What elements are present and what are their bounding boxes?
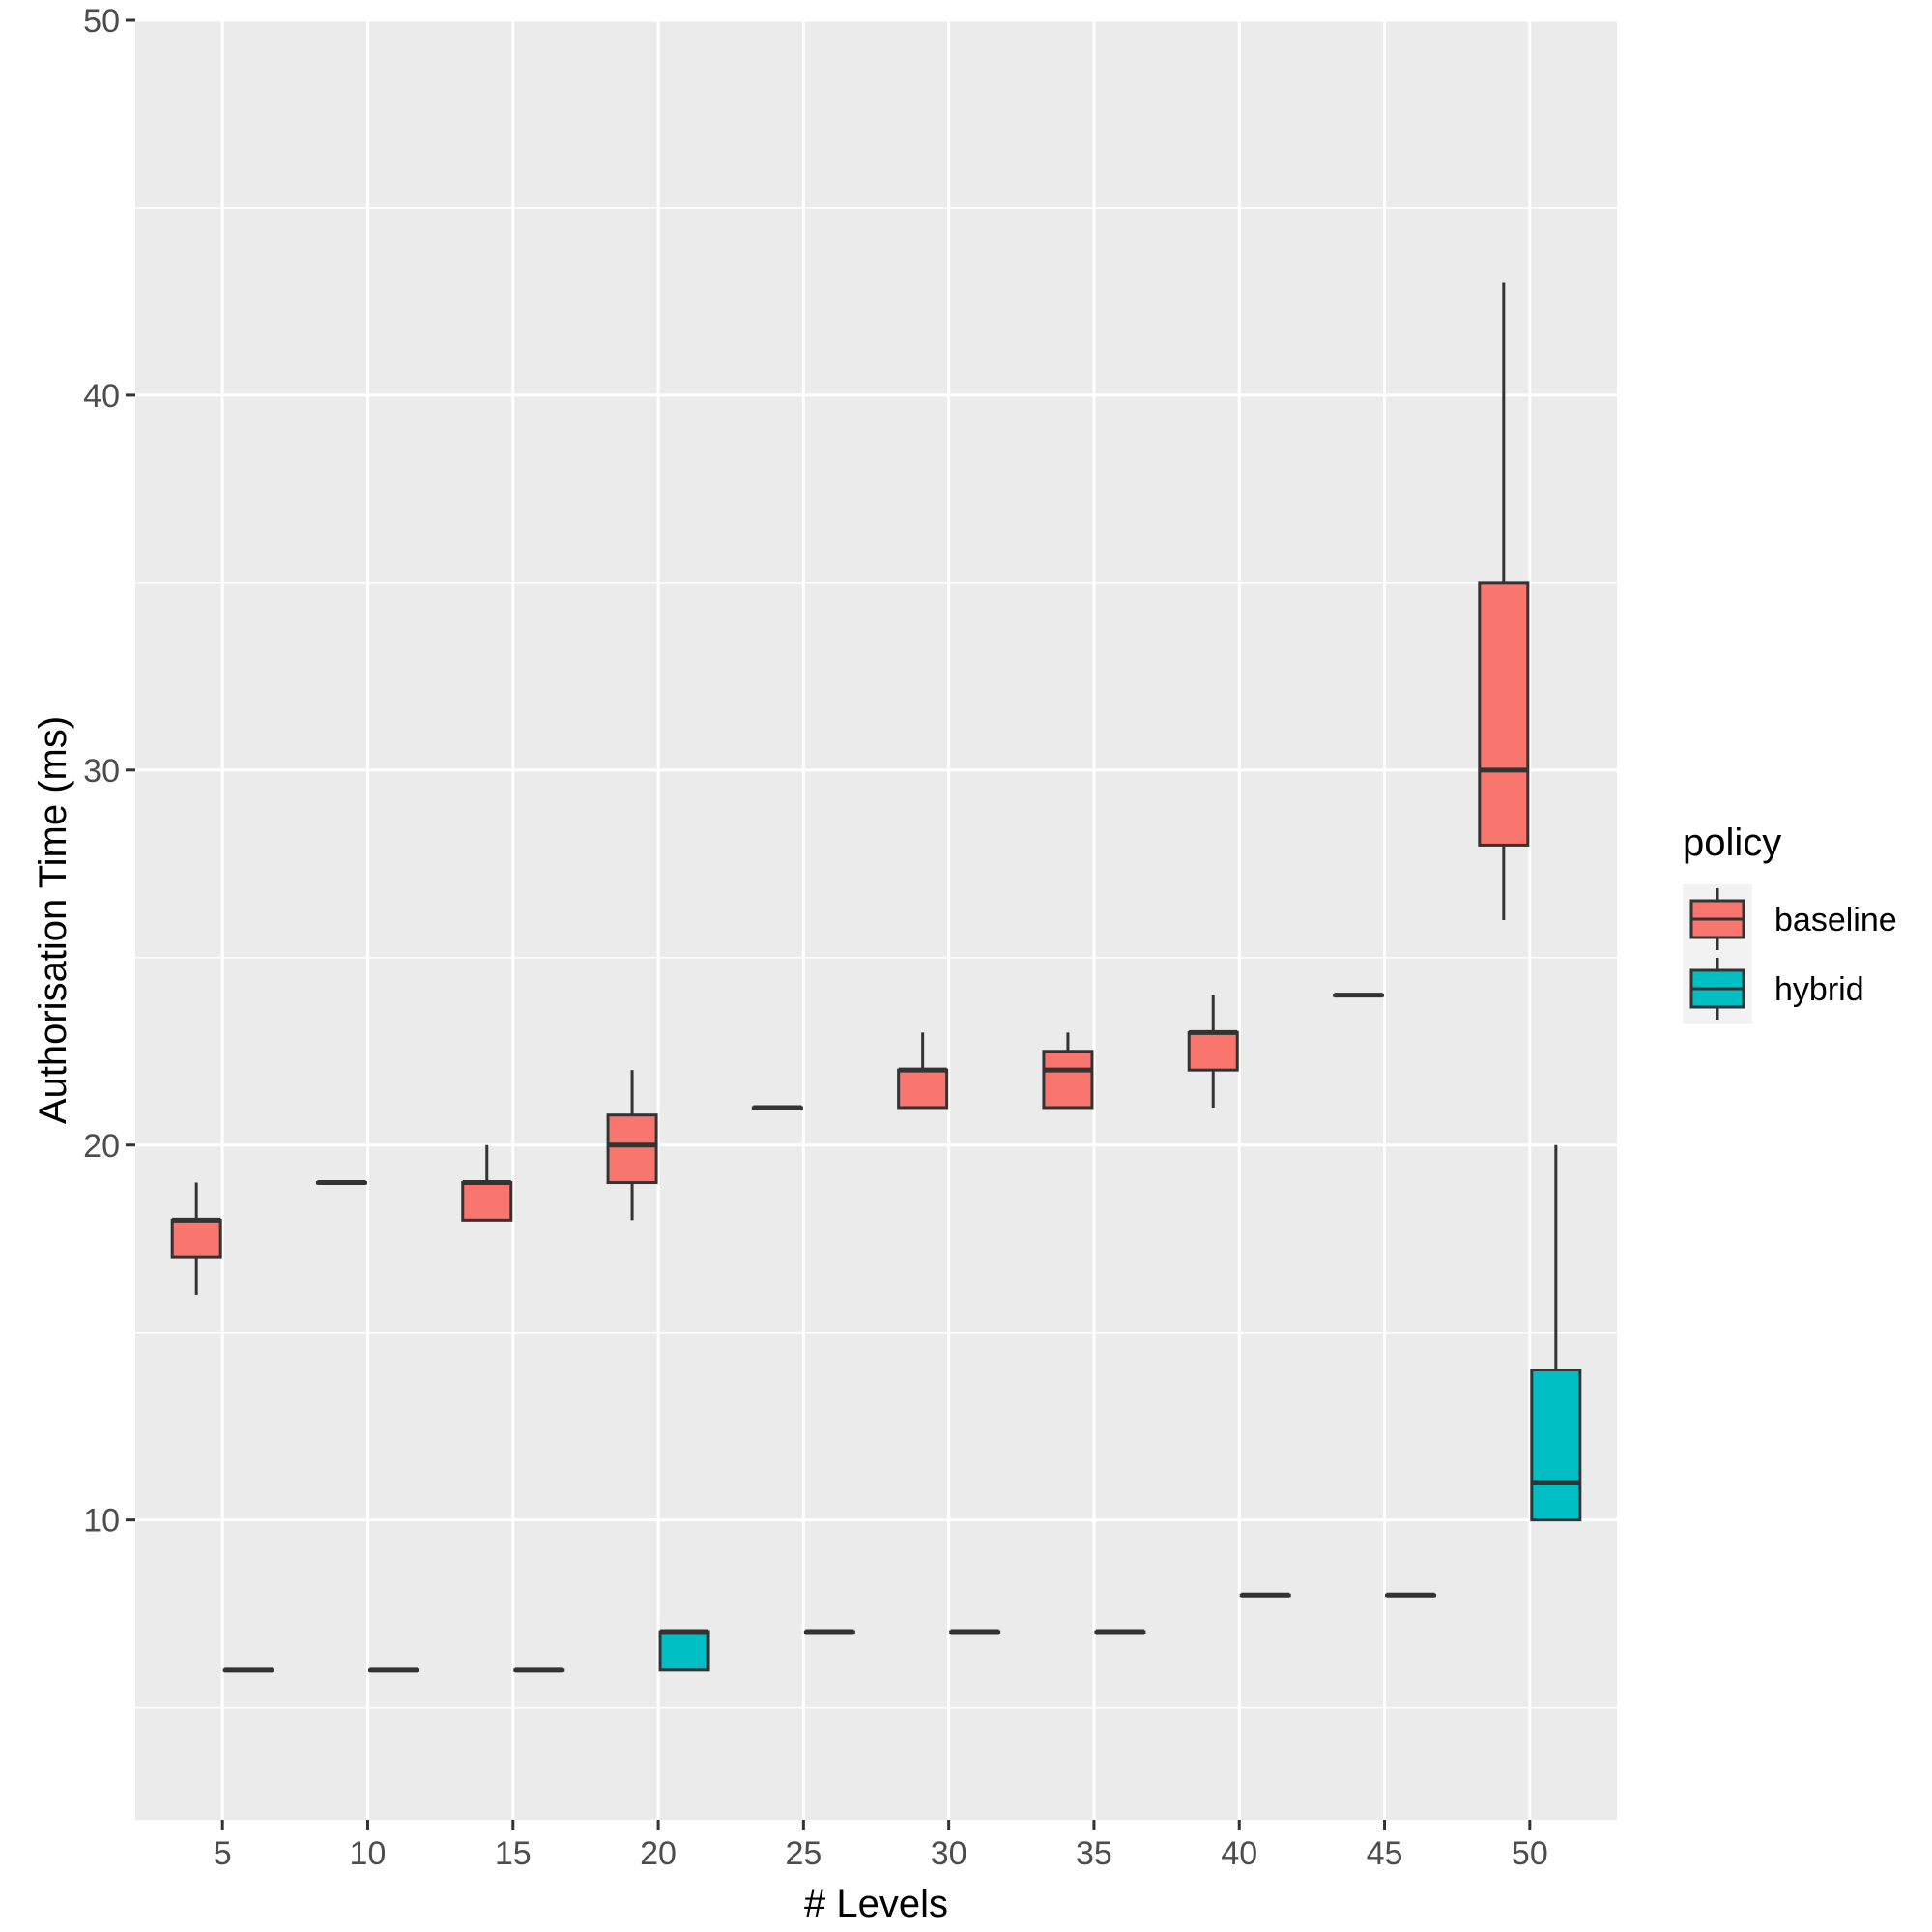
box-iqr [1530, 1369, 1582, 1522]
legend: policy baseline hybrid [1683, 822, 1897, 1024]
box-iqr [1478, 581, 1530, 847]
hybrid-box-15 [513, 1667, 565, 1673]
box-series [170, 282, 1582, 1673]
hybrid-box-25 [803, 1629, 855, 1635]
baseline-box-5 [170, 1182, 222, 1295]
baseline-box-30 [897, 1032, 949, 1110]
baseline-box-35 [1042, 1032, 1094, 1110]
baseline-box-40 [1187, 995, 1239, 1108]
x-tick-label: 5 [214, 1835, 232, 1872]
box-iqr [1187, 1030, 1239, 1072]
x-tick-label: 45 [1367, 1835, 1403, 1872]
hybrid-box-20 [658, 1629, 710, 1672]
y-axis: 10 20 30 40 50 [83, 3, 135, 1540]
y-tick-label: 40 [83, 378, 120, 415]
box-iqr [897, 1068, 949, 1110]
hybrid-box-5 [222, 1667, 274, 1673]
hybrid-box-30 [949, 1629, 1001, 1635]
baseline-box-25 [751, 1105, 803, 1110]
baseline-box-50 [1478, 282, 1530, 920]
legend-label: hybrid [1774, 971, 1864, 1008]
x-tick-label: 40 [1221, 1835, 1257, 1872]
x-axis: 5 10 15 20 25 30 35 40 45 50 [214, 1820, 1548, 1872]
baseline-box-10 [315, 1180, 367, 1186]
y-axis-title: Authorisation Time (ms) [32, 716, 74, 1124]
gridlines [135, 18, 1617, 1820]
plot-panel [135, 20, 1617, 1820]
hybrid-box-40 [1239, 1592, 1291, 1598]
baseline-box-15 [461, 1144, 513, 1222]
legend-title: policy [1683, 822, 1781, 864]
x-tick-label: 50 [1512, 1835, 1548, 1872]
legend-item-hybrid: hybrid [1683, 954, 1864, 1024]
box-iqr [1042, 1050, 1094, 1110]
box-iqr [658, 1630, 710, 1672]
box-iqr [170, 1218, 222, 1259]
x-tick-label: 20 [640, 1835, 677, 1872]
hybrid-box-10 [367, 1667, 419, 1673]
x-tick-label: 10 [350, 1835, 387, 1872]
x-tick-label: 30 [931, 1835, 967, 1872]
hybrid-box-35 [1094, 1629, 1146, 1635]
hybrid-box-50 [1530, 1144, 1582, 1522]
y-tick-label: 50 [83, 3, 120, 40]
x-tick-label: 25 [785, 1835, 822, 1872]
hybrid-box-45 [1385, 1592, 1437, 1598]
y-tick-label: 30 [83, 753, 120, 790]
x-axis-title: # Levels [804, 1883, 948, 1925]
legend-item-baseline: baseline [1683, 884, 1897, 954]
legend-label: baseline [1774, 902, 1897, 938]
baseline-box-20 [606, 1070, 658, 1221]
y-tick-label: 10 [83, 1503, 120, 1540]
y-tick-label: 20 [83, 1128, 120, 1165]
box-iqr [606, 1113, 658, 1185]
baseline-box-45 [1333, 993, 1385, 998]
box-iqr [461, 1181, 513, 1222]
x-tick-label: 35 [1076, 1835, 1112, 1872]
x-tick-label: 15 [495, 1835, 532, 1872]
